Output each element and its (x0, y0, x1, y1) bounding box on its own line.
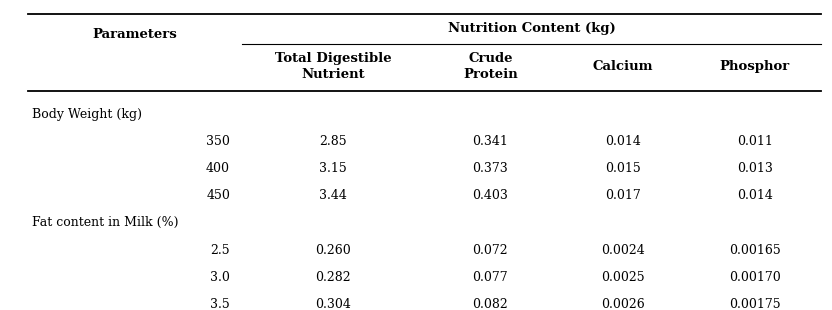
Text: 0.00165: 0.00165 (729, 244, 780, 256)
Text: 0.403: 0.403 (473, 189, 508, 202)
Text: 0.014: 0.014 (737, 189, 773, 202)
Text: 0.304: 0.304 (315, 298, 351, 310)
Text: 450: 450 (206, 189, 230, 202)
Text: Total Digestible
Nutrient: Total Digestible Nutrient (275, 52, 392, 81)
Text: Calcium: Calcium (592, 60, 653, 73)
Text: Body Weight (kg): Body Weight (kg) (32, 108, 141, 121)
Text: Nutrition Content (kg): Nutrition Content (kg) (448, 22, 616, 35)
Text: 3.15: 3.15 (319, 162, 347, 175)
Text: 3.44: 3.44 (319, 189, 347, 202)
Text: 400: 400 (206, 162, 230, 175)
Text: Fat content in Milk (%): Fat content in Milk (%) (32, 216, 178, 229)
Text: 0.0024: 0.0024 (601, 244, 645, 256)
Text: 0.077: 0.077 (473, 271, 508, 284)
Text: 2.85: 2.85 (319, 135, 347, 148)
Text: 0.015: 0.015 (605, 162, 641, 175)
Text: Crude
Protein: Crude Protein (463, 52, 518, 81)
Text: 0.082: 0.082 (473, 298, 508, 310)
Text: 0.0026: 0.0026 (601, 298, 645, 310)
Text: 2.5: 2.5 (210, 244, 230, 256)
Text: 0.373: 0.373 (473, 162, 508, 175)
Text: 0.072: 0.072 (473, 244, 508, 256)
Text: 0.013: 0.013 (737, 162, 773, 175)
Text: 0.282: 0.282 (315, 271, 351, 284)
Text: 0.0025: 0.0025 (601, 271, 645, 284)
Text: 0.011: 0.011 (737, 135, 773, 148)
Text: 0.00170: 0.00170 (729, 271, 780, 284)
Text: 0.014: 0.014 (605, 135, 641, 148)
Text: 0.017: 0.017 (605, 189, 641, 202)
Text: Parameters: Parameters (92, 28, 177, 41)
Text: 0.260: 0.260 (315, 244, 351, 256)
Text: 3.0: 3.0 (210, 271, 230, 284)
Text: 350: 350 (206, 135, 230, 148)
Text: 3.5: 3.5 (210, 298, 230, 310)
Text: 0.00175: 0.00175 (729, 298, 780, 310)
Text: Phosphor: Phosphor (720, 60, 790, 73)
Text: 0.341: 0.341 (473, 135, 508, 148)
